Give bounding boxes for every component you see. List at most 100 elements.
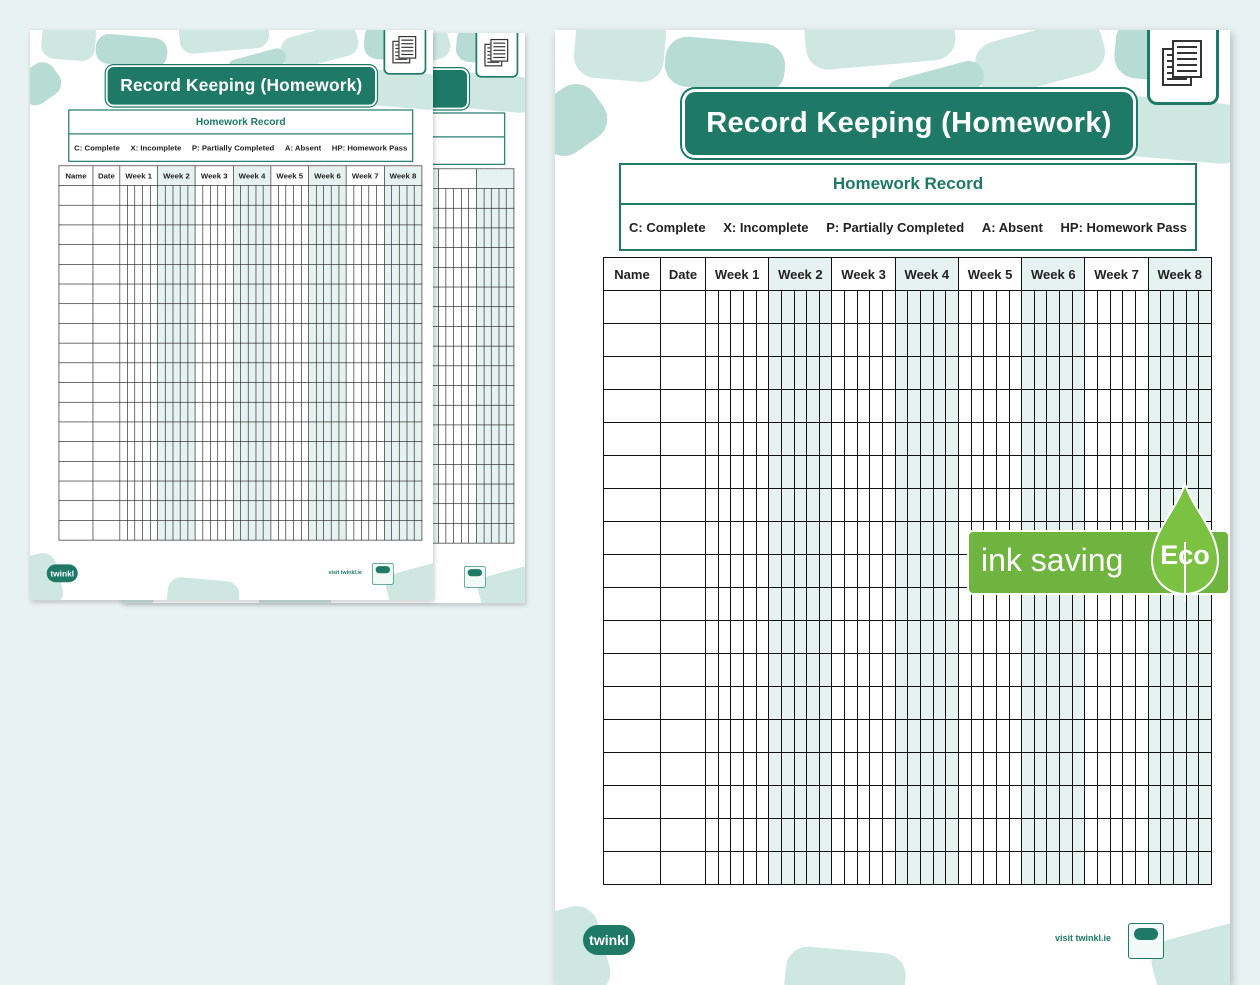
mark-cell[interactable] [323, 500, 332, 521]
mark-cell[interactable] [882, 851, 896, 885]
mark-cell[interactable] [172, 264, 181, 285]
mark-cell[interactable] [278, 283, 287, 305]
date-cell[interactable] [660, 290, 706, 324]
mark-cell[interactable] [240, 480, 249, 502]
mark-cell[interactable] [127, 204, 136, 226]
mark-cell[interactable] [475, 306, 485, 327]
mark-cell[interactable] [831, 752, 846, 786]
mark-cell[interactable] [187, 362, 196, 383]
mark-cell[interactable] [945, 752, 959, 786]
mark-cell[interactable] [164, 323, 173, 344]
mark-cell[interactable] [818, 752, 833, 786]
mark-cell[interactable] [361, 421, 370, 442]
mark-cell[interactable] [468, 523, 477, 544]
mark-cell[interactable] [240, 224, 249, 245]
mark-cell[interactable] [179, 244, 189, 265]
mark-cell[interactable] [1172, 719, 1187, 753]
mark-cell[interactable] [768, 785, 782, 819]
mark-cell[interactable] [1147, 290, 1162, 324]
mark-cell[interactable] [768, 323, 782, 357]
mark-cell[interactable] [225, 342, 234, 364]
date-cell[interactable] [92, 283, 121, 305]
mark-cell[interactable] [957, 851, 972, 885]
mark-cell[interactable] [1097, 686, 1111, 720]
mark-cell[interactable] [225, 520, 234, 541]
mark-cell[interactable] [498, 227, 507, 248]
mark-cell[interactable] [468, 365, 477, 386]
mark-cell[interactable] [217, 421, 226, 442]
mark-cell[interactable] [491, 306, 500, 327]
mark-cell[interactable] [882, 521, 896, 555]
mark-cell[interactable] [460, 444, 469, 465]
mark-cell[interactable] [831, 785, 846, 819]
mark-cell[interactable] [1071, 389, 1086, 423]
mark-cell[interactable] [1008, 686, 1023, 720]
mark-cell[interactable] [717, 455, 732, 489]
mark-cell[interactable] [391, 264, 400, 285]
mark-cell[interactable] [995, 785, 1010, 819]
mark-cell[interactable] [142, 342, 151, 364]
mark-cell[interactable] [742, 818, 757, 852]
mark-cell[interactable] [970, 851, 985, 885]
mark-cell[interactable] [1147, 422, 1162, 456]
date-cell[interactable] [92, 264, 121, 285]
mark-cell[interactable] [315, 244, 324, 265]
mark-cell[interactable] [210, 323, 219, 344]
mark-cell[interactable] [919, 422, 934, 456]
mark-cell[interactable] [398, 185, 408, 206]
mark-cell[interactable] [1147, 851, 1162, 885]
mark-cell[interactable] [1172, 818, 1187, 852]
mark-cell[interactable] [1008, 851, 1023, 885]
mark-cell[interactable] [780, 719, 795, 753]
date-cell[interactable] [660, 323, 706, 357]
mark-cell[interactable] [460, 267, 469, 288]
mark-cell[interactable] [232, 362, 241, 383]
mark-cell[interactable] [247, 401, 257, 423]
mark-cell[interactable] [202, 342, 211, 364]
mark-cell[interactable] [406, 362, 415, 383]
mark-cell[interactable] [742, 785, 757, 819]
mark-cell[interactable] [742, 554, 757, 588]
mark-cell[interactable] [1021, 488, 1035, 522]
mark-cell[interactable] [338, 382, 347, 403]
mark-cell[interactable] [894, 323, 909, 357]
mark-cell[interactable] [460, 385, 469, 406]
mark-cell[interactable] [127, 520, 136, 541]
mark-cell[interactable] [210, 520, 219, 541]
mark-cell[interactable] [255, 323, 264, 344]
name-cell[interactable] [58, 421, 94, 442]
mark-cell[interactable] [1059, 818, 1073, 852]
mark-cell[interactable] [376, 224, 385, 245]
mark-cell[interactable] [308, 461, 317, 482]
mark-cell[interactable] [1046, 290, 1061, 324]
mark-cell[interactable] [278, 421, 287, 442]
mark-cell[interactable] [338, 185, 347, 206]
mark-cell[interactable] [856, 620, 871, 654]
mark-cell[interactable] [1033, 290, 1048, 324]
mark-cell[interactable] [293, 362, 302, 383]
mark-cell[interactable] [983, 323, 997, 357]
mark-cell[interactable] [793, 785, 808, 819]
mark-cell[interactable] [831, 818, 846, 852]
mark-cell[interactable] [225, 500, 234, 521]
mark-cell[interactable] [217, 441, 226, 462]
mark-cell[interactable] [383, 244, 392, 265]
date-cell[interactable] [660, 851, 706, 885]
mark-cell[interactable] [164, 224, 173, 245]
mark-cell[interactable] [391, 401, 400, 423]
mark-cell[interactable] [506, 345, 515, 367]
mark-cell[interactable] [1059, 422, 1073, 456]
mark-cell[interactable] [995, 455, 1010, 489]
mark-cell[interactable] [468, 188, 477, 209]
mark-cell[interactable] [780, 686, 795, 720]
mark-cell[interactable] [1160, 356, 1174, 390]
mark-cell[interactable] [361, 204, 370, 226]
mark-cell[interactable] [856, 686, 871, 720]
mark-cell[interactable] [793, 653, 808, 687]
mark-cell[interactable] [240, 382, 249, 403]
mark-cell[interactable] [1122, 785, 1136, 819]
mark-cell[interactable] [844, 719, 858, 753]
mark-cell[interactable] [134, 185, 143, 206]
mark-cell[interactable] [149, 244, 158, 265]
mark-cell[interactable] [278, 342, 287, 364]
